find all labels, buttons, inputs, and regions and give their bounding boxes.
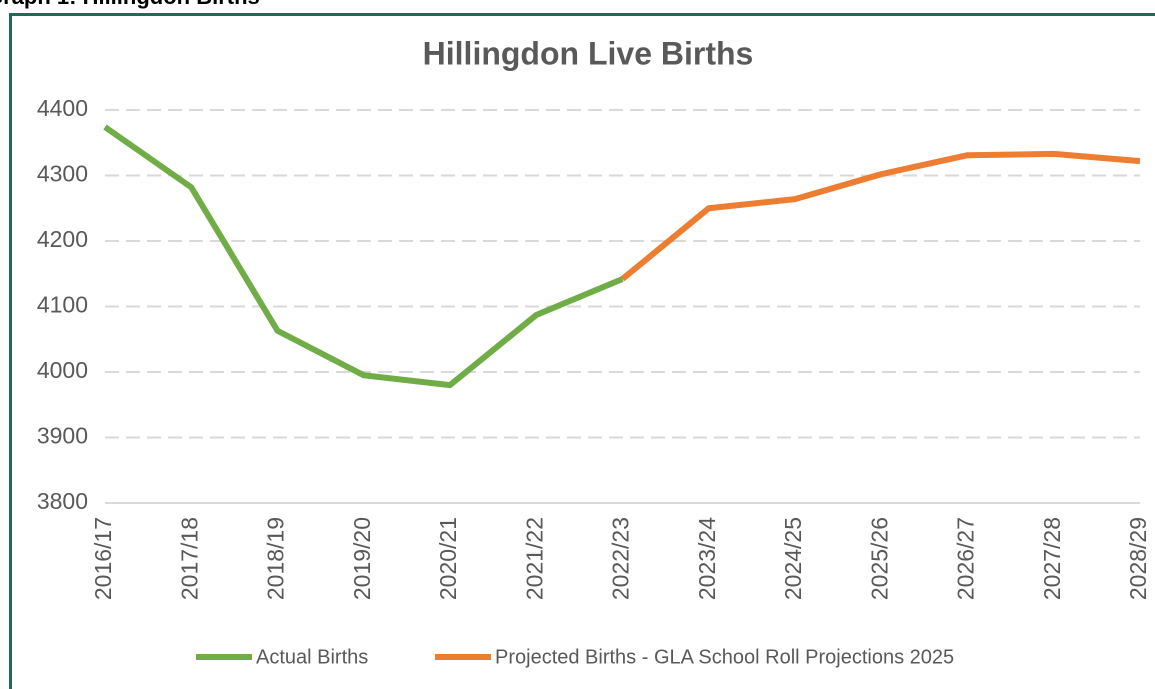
y-tick-label: 4400 [37,95,88,121]
y-tick-label: 3900 [37,423,88,449]
y-tick-label: 4300 [37,161,88,187]
legend-label: Projected Births - GLA School Roll Proje… [495,646,954,668]
x-tick-label: 2023/24 [694,517,720,600]
x-tick-label: 2025/26 [866,517,892,600]
y-tick-label: 3800 [37,488,88,514]
x-tick-label: 2028/29 [1125,517,1151,600]
y-tick-label: 4100 [37,292,88,318]
chart-frame [9,13,1155,689]
x-tick-label: 2020/21 [435,517,461,600]
x-tick-label: 2024/25 [780,517,806,600]
y-tick-label: 4000 [37,357,88,383]
legend-label: Actual Births [256,646,368,668]
series-line [103,124,624,389]
x-tick-label: 2019/20 [349,517,375,600]
x-tick-label: 2018/19 [263,517,289,600]
x-tick-label: 2021/22 [521,517,547,600]
x-tick-label: 2026/27 [953,517,979,600]
x-tick-label: 2027/28 [1039,517,1065,600]
x-tick-label: 2022/23 [608,517,634,600]
x-tick-label: 2016/17 [90,517,116,600]
series-line [620,150,1141,282]
y-tick-label: 4200 [37,226,88,252]
chart-title: Hillingdon Live Births [423,35,754,71]
x-tick-label: 2017/18 [176,517,202,600]
page-heading: Graph 1: Hillingdon Births [0,0,260,9]
